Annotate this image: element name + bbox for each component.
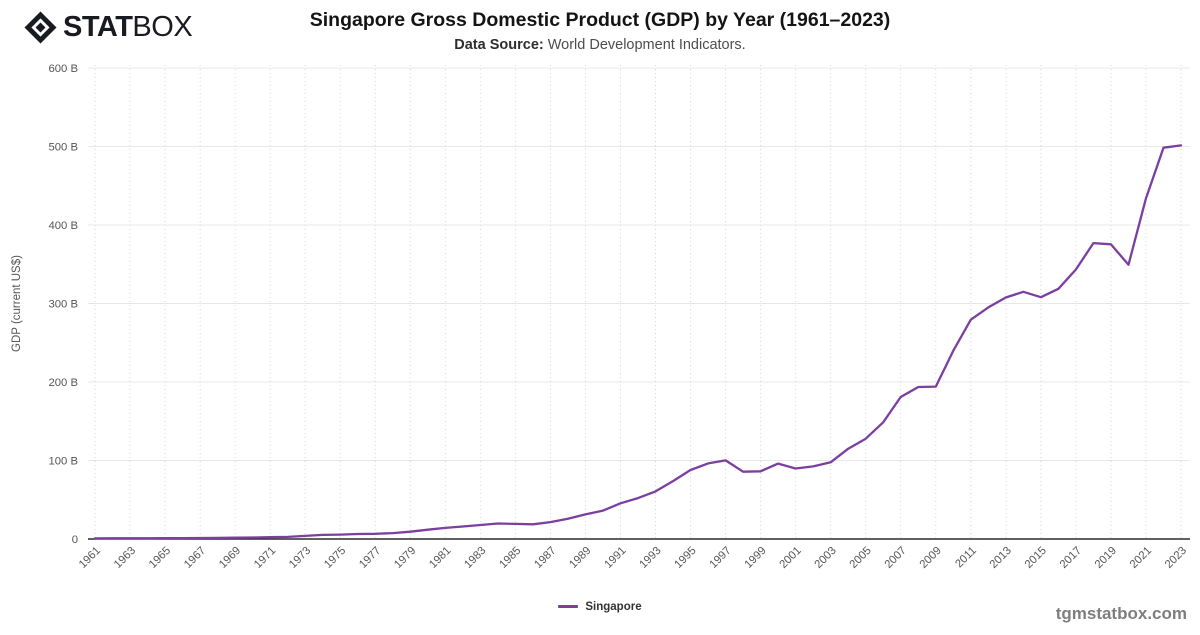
x-tick-label: 2015 [1023,545,1049,571]
x-tick-label: 2005 [848,545,874,571]
x-tick-label: 2011 [953,545,979,571]
x-tick-label: 1967 [182,545,208,571]
x-tick-label: 1963 [112,545,138,571]
y-axis-title: GDP (current US$) [11,255,23,352]
y-tick-label: 0 [72,534,78,546]
x-tick-label: 1993 [637,545,663,571]
gdp-line-series [93,144,1183,540]
x-tick-label: 1977 [357,545,383,571]
y-tick-label: 600 B [48,63,78,75]
x-tick-label: 1975 [322,545,348,571]
legend-label: Singapore [585,600,642,613]
logo-text-stat: STAT [63,11,133,43]
x-tick-label: 1965 [147,545,173,571]
x-tick-label: 1973 [287,545,313,571]
x-tick-label: 1971 [252,545,278,571]
y-tick-label: 200 B [48,377,78,389]
x-tick-label: 1999 [742,545,768,571]
logo-text: STATBOX [63,11,193,44]
x-tick-label: 2021 [1128,545,1154,571]
y-tick-label: 100 B [48,456,78,468]
y-tick-label: 300 B [48,299,78,311]
x-tick-label: 1995 [672,545,698,571]
x-tick-label: 1985 [497,545,523,571]
x-tick-label: 2019 [1093,545,1119,571]
y-tick-label: 400 B [48,220,78,232]
x-tick-label: 2017 [1058,545,1084,571]
x-tick-label: 1991 [602,545,628,571]
x-tick-label: 2023 [1163,545,1189,571]
x-tick-label: 2003 [813,545,839,571]
x-tick-label: 1961 [77,545,103,571]
site-watermark: tgmstatbox.com [1055,604,1187,623]
legend-line-swatch [558,605,579,608]
statbox-logo: STATBOX [24,11,193,44]
x-tick-label: 1983 [462,545,488,571]
x-tick-label: 1979 [392,545,418,571]
x-tick-label: 1981 [427,545,453,571]
x-tick-label: 1997 [707,545,733,571]
x-tick-label: 2001 [778,545,804,571]
x-tick-label: 2007 [883,545,909,571]
x-tick-label: 2009 [918,545,944,571]
logo-text-box: BOX [132,11,193,43]
x-tick-label: 1989 [567,545,593,571]
statbox-diamond-icon [24,11,57,44]
x-tick-label: 1987 [532,545,558,571]
y-tick-label: 500 B [48,142,78,154]
x-tick-label: 1969 [217,545,243,571]
x-tick-label: 2013 [988,545,1014,571]
chart-legend: Singapore [0,595,1200,613]
